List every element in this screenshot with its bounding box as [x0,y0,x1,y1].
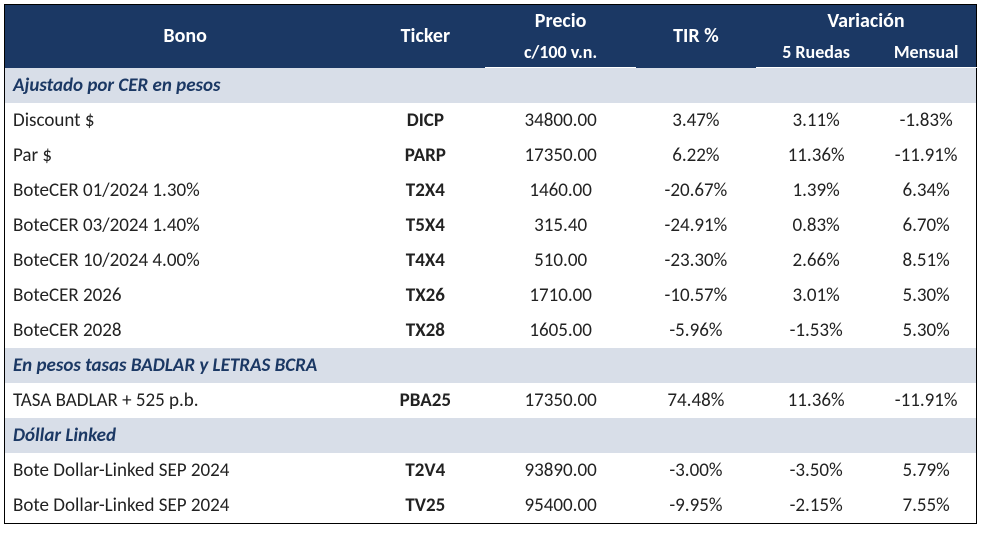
cell-tir: -24.91% [636,208,756,243]
cell-varm: 5.79% [876,453,976,488]
cell-var5: -3.50% [756,453,876,488]
cell-var5: 3.01% [756,278,876,313]
cell-var5: 11.36% [756,138,876,173]
cell-precio: 1605.00 [485,313,635,348]
cell-ticker: TV25 [365,488,485,524]
cell-precio: 315.40 [485,208,635,243]
cell-precio: 34800.00 [485,103,635,138]
cell-var5: 3.11% [756,103,876,138]
table-row: TASA BADLAR + 525 p.b.PBA2517350.0074.48… [5,383,977,418]
table-row: BoteCER 03/2024 1.40%T5X4315.40-24.91%0.… [5,208,977,243]
header-var5: 5 Ruedas [756,37,876,68]
cell-bono: Bote Dollar-Linked SEP 2024 [5,453,366,488]
header-varm: Mensual [876,37,976,68]
cell-ticker: T2V4 [365,453,485,488]
cell-precio: 17350.00 [485,383,635,418]
cell-bono: Bote Dollar-Linked SEP 2024 [5,488,366,524]
header-precio-top: Precio [485,5,635,38]
cell-tir: -5.96% [636,313,756,348]
cell-ticker: DICP [365,103,485,138]
cell-bono: BoteCER 10/2024 4.00% [5,243,366,278]
section-title: Dóllar Linked [5,418,977,453]
cell-varm: 7.55% [876,488,976,524]
cell-bono: BoteCER 01/2024 1.30% [5,173,366,208]
cell-bono: BoteCER 2028 [5,313,366,348]
section-title: En pesos tasas BADLAR y LETRAS BCRA [5,348,977,383]
section-header: Dóllar Linked [5,418,977,453]
cell-tir: -20.67% [636,173,756,208]
cell-ticker: TX26 [365,278,485,313]
table-row: BoteCER 10/2024 4.00%T4X4510.00-23.30%2.… [5,243,977,278]
cell-varm: 6.70% [876,208,976,243]
cell-varm: -1.83% [876,103,976,138]
cell-tir: -10.57% [636,278,756,313]
cell-var5: 0.83% [756,208,876,243]
cell-tir: 3.47% [636,103,756,138]
cell-ticker: TX28 [365,313,485,348]
section-title: Ajustado por CER en pesos [5,68,977,104]
header-ticker: Ticker [365,5,485,68]
cell-varm: 6.34% [876,173,976,208]
cell-bono: TASA BADLAR + 525 p.b. [5,383,366,418]
header-precio-bot: c/100 v.n. [485,37,635,68]
header-tir: TIR % [636,5,756,68]
cell-var5: -2.15% [756,488,876,524]
header-bono: Bono [5,5,366,68]
table-row: Discount $DICP34800.003.47%3.11%-1.83% [5,103,977,138]
cell-tir: -9.95% [636,488,756,524]
cell-tir: -23.30% [636,243,756,278]
cell-ticker: PARP [365,138,485,173]
cell-bono: BoteCER 2026 [5,278,366,313]
table-row: Bote Dollar-Linked SEP 2024TV2595400.00-… [5,488,977,524]
cell-precio: 1460.00 [485,173,635,208]
cell-precio: 95400.00 [485,488,635,524]
cell-ticker: T2X4 [365,173,485,208]
header-variacion: Variación [756,5,977,38]
cell-varm: -11.91% [876,138,976,173]
table-row: Par $PARP17350.006.22%11.36%-11.91% [5,138,977,173]
cell-var5: 11.36% [756,383,876,418]
cell-precio: 510.00 [485,243,635,278]
cell-var5: -1.53% [756,313,876,348]
cell-tir: 74.48% [636,383,756,418]
cell-precio: 17350.00 [485,138,635,173]
cell-ticker: PBA25 [365,383,485,418]
cell-var5: 1.39% [756,173,876,208]
cell-varm: 5.30% [876,313,976,348]
cell-var5: 2.66% [756,243,876,278]
cell-varm: 8.51% [876,243,976,278]
cell-tir: -3.00% [636,453,756,488]
bonds-table: Bono Ticker Precio TIR % Variación c/100… [4,4,977,524]
cell-ticker: T4X4 [365,243,485,278]
section-header: En pesos tasas BADLAR y LETRAS BCRA [5,348,977,383]
table-row: BoteCER 2026TX261710.00-10.57%3.01%5.30% [5,278,977,313]
table-row: Bote Dollar-Linked SEP 2024T2V493890.00-… [5,453,977,488]
cell-varm: 5.30% [876,278,976,313]
cell-precio: 1710.00 [485,278,635,313]
cell-precio: 93890.00 [485,453,635,488]
cell-varm: -11.91% [876,383,976,418]
table-row: BoteCER 01/2024 1.30%T2X41460.00-20.67%1… [5,173,977,208]
cell-ticker: T5X4 [365,208,485,243]
cell-bono: Par $ [5,138,366,173]
table-row: BoteCER 2028TX281605.00-5.96%-1.53%5.30% [5,313,977,348]
cell-bono: BoteCER 03/2024 1.40% [5,208,366,243]
table-header-row-1: Bono Ticker Precio TIR % Variación [5,5,977,38]
section-header: Ajustado por CER en pesos [5,68,977,104]
cell-bono: Discount $ [5,103,366,138]
cell-tir: 6.22% [636,138,756,173]
